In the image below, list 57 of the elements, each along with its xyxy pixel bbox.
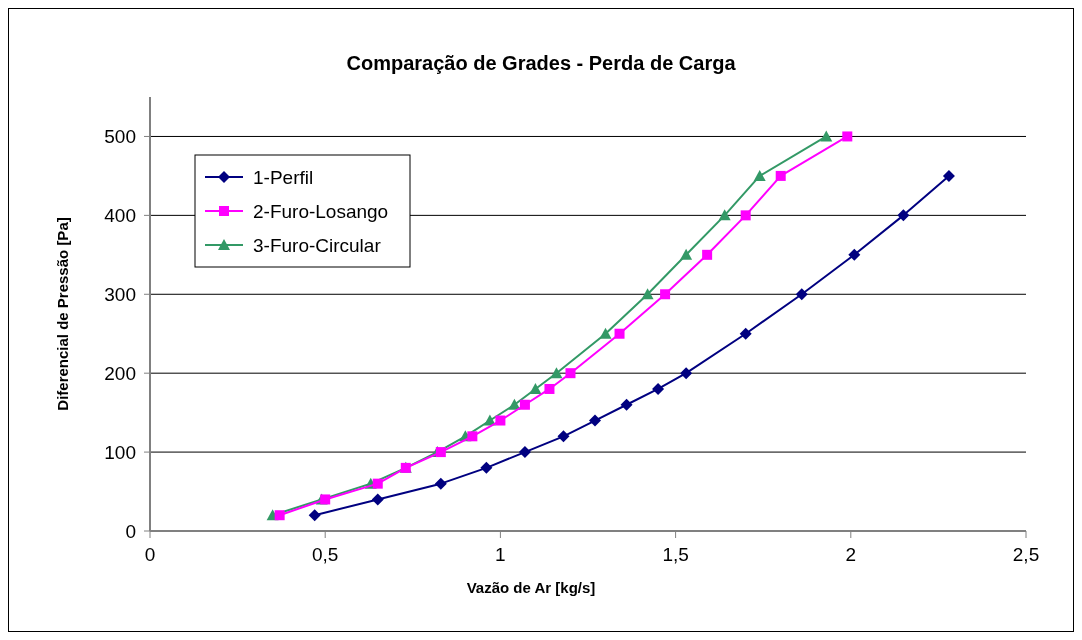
point [614,328,625,339]
point [550,367,563,379]
point [467,431,478,442]
y-axis-title: Diferencial de Pressão [Pa] [54,217,71,411]
point [519,399,530,410]
legend-label: 3-Furo-Circular [253,234,382,256]
point [518,446,531,459]
point [740,210,751,221]
y-tick-label: 100 [104,441,136,463]
point [529,382,542,394]
y-tick-label: 400 [104,205,136,227]
x-tick-label: 2,5 [1012,544,1040,565]
legend-label: 2-Furo-Losango [253,200,389,222]
point [320,494,331,505]
point [680,367,693,380]
point [274,510,285,521]
point [557,430,570,443]
point [753,169,766,181]
point [842,131,853,142]
point [897,209,910,222]
point [641,288,654,300]
point [480,461,493,474]
y-tick-label: 300 [104,283,136,305]
point [820,130,833,142]
y-tick-label: 200 [104,362,136,384]
point [589,414,602,427]
point [371,493,384,506]
point [620,398,633,411]
y-tick-label: 500 [104,126,136,148]
point [544,383,555,394]
point [702,249,713,260]
point [652,382,665,395]
x-tick-label: 0,5 [311,544,339,565]
legend-label: 1-Perfil [253,166,314,188]
point [795,288,808,301]
x-tick-label: 1 [495,544,506,565]
point [848,248,861,261]
point [565,368,576,379]
x-axis-title: Vazão de Ar [kg/s] [466,579,596,596]
point [495,415,506,426]
point [308,509,321,522]
point [434,477,447,490]
x-tick-label: 2 [845,544,857,565]
point [508,398,521,410]
point [680,248,693,260]
point [739,327,752,340]
point [942,169,955,182]
x-tick-label: 0 [144,544,156,565]
point [775,170,786,181]
point [435,447,446,458]
point [660,289,671,300]
point [372,478,383,489]
point [718,209,731,221]
point [599,327,612,339]
chart-title: Comparação de Grades - Perda de Carga [346,52,737,74]
x-tick-label: 1,5 [662,544,689,565]
y-tick-label: 0 [125,520,136,542]
